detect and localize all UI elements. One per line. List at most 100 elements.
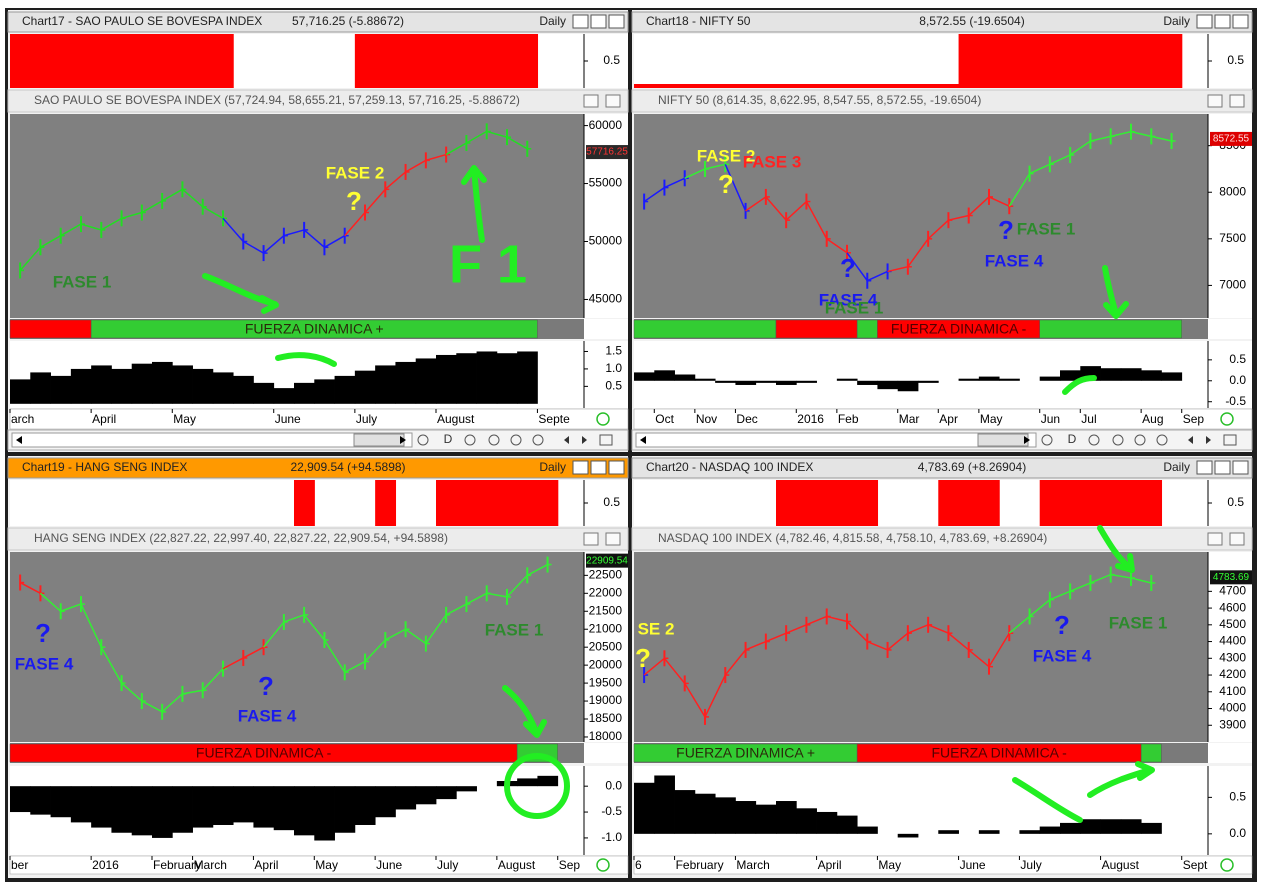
signal-bar (375, 480, 397, 526)
y-tick-label: 0.5 (1229, 790, 1246, 804)
y-tick-label: 0.5 (603, 53, 620, 67)
indicator-bar (796, 380, 817, 383)
window-button (1196, 14, 1213, 29)
toolbar-arrow (1188, 436, 1193, 444)
toolbar-icon (1223, 434, 1237, 446)
y-tick-label: 4300 (1219, 650, 1246, 664)
toolbar-icon (488, 434, 500, 446)
price-axis (584, 114, 628, 318)
price-panel (10, 552, 584, 742)
price-line (887, 266, 909, 273)
indicator-bar (253, 382, 275, 404)
toolbar-icon (510, 434, 522, 446)
y-tick-label: 19500 (589, 675, 623, 689)
signal-bar (877, 84, 899, 88)
x-tick-label: Mar (899, 412, 920, 426)
indicator-bar (1141, 822, 1162, 834)
chart-title: Chart17 - SAO PAULO SE BOVESPA INDEX (22, 14, 262, 28)
indicator-bar (30, 786, 51, 815)
indicator-bar (152, 786, 173, 838)
x-tick-label: July (356, 412, 377, 426)
toolbar-icon (1041, 434, 1053, 446)
signal-bar (776, 480, 797, 526)
chart-title: Chart20 - NASDAQ 100 INDEX (646, 460, 813, 474)
price-line (1008, 615, 1031, 634)
indicator-bar (415, 786, 437, 805)
signal-bar (476, 480, 498, 526)
fuerza-label: FUERZA DINAMICA - (891, 321, 1027, 337)
y-tick-label: 0.5 (1229, 352, 1246, 366)
annotation: FASE 2 (697, 146, 756, 165)
last-value: 22909.54 (586, 555, 628, 566)
window-button (608, 14, 625, 29)
annotation: FASE 2 (326, 163, 385, 182)
signal-bar (436, 34, 457, 88)
signal-bar (1039, 480, 1061, 526)
y-tick-label: -1.0 (601, 830, 622, 844)
y-tick-label: 4400 (1219, 634, 1246, 648)
signal-bar (537, 480, 559, 526)
price-line (704, 163, 726, 170)
panel-button (605, 94, 621, 108)
toolbar-icon (464, 434, 476, 446)
y-tick-label: 0.5 (605, 379, 622, 393)
fuerza-segment (1039, 319, 1182, 339)
signal-bar (294, 480, 315, 526)
indicator-bar (1019, 830, 1041, 834)
indicator-bar (233, 786, 254, 823)
price-line (643, 657, 665, 676)
signal-bar (131, 34, 153, 88)
last-value: 4783.69 (1213, 572, 1250, 583)
indicator-bar (192, 786, 214, 828)
x-tick-label: August (437, 412, 475, 426)
y-tick-label: 4700 (1219, 584, 1246, 598)
x-tick-label: Sep (559, 858, 581, 872)
annotation: ? (346, 186, 362, 216)
indicator-bar (152, 361, 173, 404)
indicator-bar (456, 353, 477, 404)
indicator-bar (70, 368, 92, 404)
title-bar (631, 11, 1253, 33)
indicator-bar (978, 830, 1000, 834)
y-tick-label: 0.5 (1227, 53, 1244, 67)
indicator-bar (192, 368, 214, 404)
indicator-bar (755, 380, 777, 383)
indicator-bar (938, 830, 959, 834)
annotation: FASE 4 (819, 290, 878, 309)
subtitle: SAO PAULO SE BOVESPA INDEX (57,724.94, 5… (34, 93, 520, 107)
period: Daily (1163, 460, 1190, 474)
indicator-bar (999, 378, 1020, 381)
panel-button (605, 532, 621, 546)
y-tick-label: 7000 (1219, 278, 1246, 292)
signal-bar (1100, 480, 1122, 526)
last-value: 8572.55 (1213, 134, 1250, 145)
title-bar (631, 457, 1253, 479)
indicator-bar (634, 782, 655, 834)
fuerza-segment (633, 319, 777, 339)
indicator-bar (1060, 370, 1081, 381)
signal-bar (70, 34, 92, 88)
indicator-bar (897, 380, 919, 392)
indicator-bar (354, 786, 376, 825)
annotation: FASE 1 (1017, 219, 1076, 238)
scroll-right (400, 436, 406, 444)
scroll-thumb (977, 433, 1029, 447)
signal-bar (694, 84, 716, 88)
annotation: ? (635, 643, 651, 673)
y-tick-label: 1.0 (605, 361, 622, 375)
indicator-bar (1080, 819, 1101, 834)
x-tick-label: March (736, 858, 769, 872)
indicator-bar (395, 361, 417, 404)
x-tick-label: August (1102, 858, 1140, 872)
indicator-bar (978, 376, 1000, 381)
annotation: FASE 4 (985, 251, 1044, 270)
toolbar-icon (1112, 434, 1124, 446)
panel-button (1229, 532, 1245, 546)
last-value-box (586, 553, 628, 568)
indicator-bar (375, 786, 396, 818)
signal-bar (755, 84, 777, 88)
indicator-bar (172, 786, 193, 833)
y-tick-label: -0.5 (601, 804, 622, 818)
fuerza-axis (1208, 319, 1252, 339)
signal-bar (91, 34, 113, 88)
